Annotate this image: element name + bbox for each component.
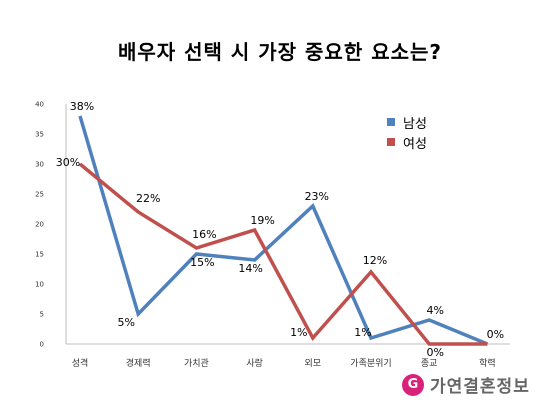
- data-label-male: 4%: [426, 304, 443, 317]
- x-category-label: 가치관: [184, 357, 209, 369]
- chart-title: 배우자 선택 시 가장 중요한 요소는?: [117, 40, 443, 64]
- x-category-label: 외모: [305, 357, 322, 369]
- brand: G 가연결혼정보: [402, 372, 530, 397]
- y-tick-label: 30: [35, 161, 44, 169]
- x-category-label: 사랑: [246, 357, 263, 369]
- legend-label-female: 여성: [403, 136, 427, 152]
- x-category-label: 성격: [72, 357, 89, 369]
- brand-logo-icon: G: [402, 373, 424, 396]
- legend-swatch-female: [387, 138, 395, 146]
- x-category-label: 학력: [479, 357, 496, 369]
- data-label-female: 12%: [363, 254, 387, 267]
- data-label-female: 22%: [136, 192, 160, 205]
- series-line-male: [78, 115, 489, 346]
- legend-item-male: 남성: [387, 112, 427, 132]
- y-tick-label: 20: [35, 221, 44, 229]
- data-label-male: 23%: [305, 190, 329, 203]
- data-label-male: 0%: [487, 328, 504, 341]
- y-tick-label: 0: [40, 341, 44, 349]
- data-label-female: 16%: [192, 228, 216, 241]
- legend-label-male: 남성: [403, 116, 427, 132]
- legend: 남성 여성: [387, 112, 427, 152]
- data-label-female: 0%: [426, 346, 443, 359]
- data-label-female: 1%: [290, 326, 307, 339]
- data-label-male: 38%: [70, 100, 94, 113]
- y-tick-label: 25: [35, 191, 44, 199]
- y-tick-label: 15: [35, 251, 44, 259]
- data-label-male: 14%: [238, 262, 262, 275]
- data-label-male: 15%: [190, 256, 214, 269]
- y-tick-label: 40: [35, 101, 44, 109]
- data-label-male: 1%: [354, 326, 371, 339]
- data-label-male: 5%: [117, 316, 134, 329]
- data-label-female: 30%: [56, 156, 80, 169]
- brand-name: 가연결혼정보: [430, 377, 530, 397]
- series-line-female: [78, 162, 488, 346]
- y-tick-label: 5: [40, 311, 44, 319]
- x-category-label: 경제력: [126, 357, 151, 369]
- x-category-label: 가족분위기: [350, 358, 391, 369]
- x-category-label: 종교: [421, 358, 438, 369]
- legend-swatch-male: [387, 118, 395, 126]
- legend-item-female: 여성: [387, 132, 427, 152]
- y-tick-label: 35: [35, 131, 44, 139]
- y-tick-label: 10: [35, 281, 44, 289]
- data-label-female: 19%: [250, 214, 274, 227]
